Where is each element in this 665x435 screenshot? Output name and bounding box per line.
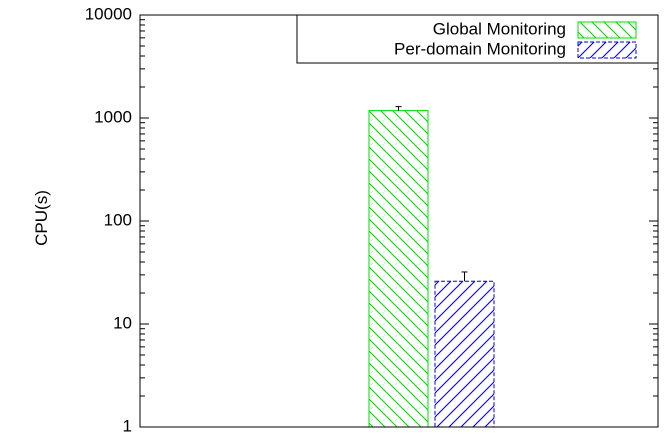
bars (368, 106, 495, 428)
legend-swatch-per-domain (577, 41, 637, 59)
y-ticks: 1 10 100 1000 10000 (85, 4, 658, 435)
y-tick-label: 10000 (85, 4, 132, 23)
legend-label-global: Global Monitoring (433, 19, 566, 38)
bar-per-domain-monitoring (434, 280, 495, 428)
y-tick-label: 1000 (94, 107, 132, 126)
y-axis-label: CPU(s) (32, 190, 51, 246)
legend: Global Monitoring Per-domain Monitoring (296, 14, 659, 64)
y-tick-label: 1 (123, 416, 132, 435)
bar-global-monitoring (368, 110, 429, 428)
legend-swatch-global (577, 21, 637, 39)
y-tick-label: 10 (113, 313, 132, 332)
y-tick-label: 100 (104, 210, 132, 229)
legend-label-per-domain: Per-domain Monitoring (394, 39, 566, 58)
